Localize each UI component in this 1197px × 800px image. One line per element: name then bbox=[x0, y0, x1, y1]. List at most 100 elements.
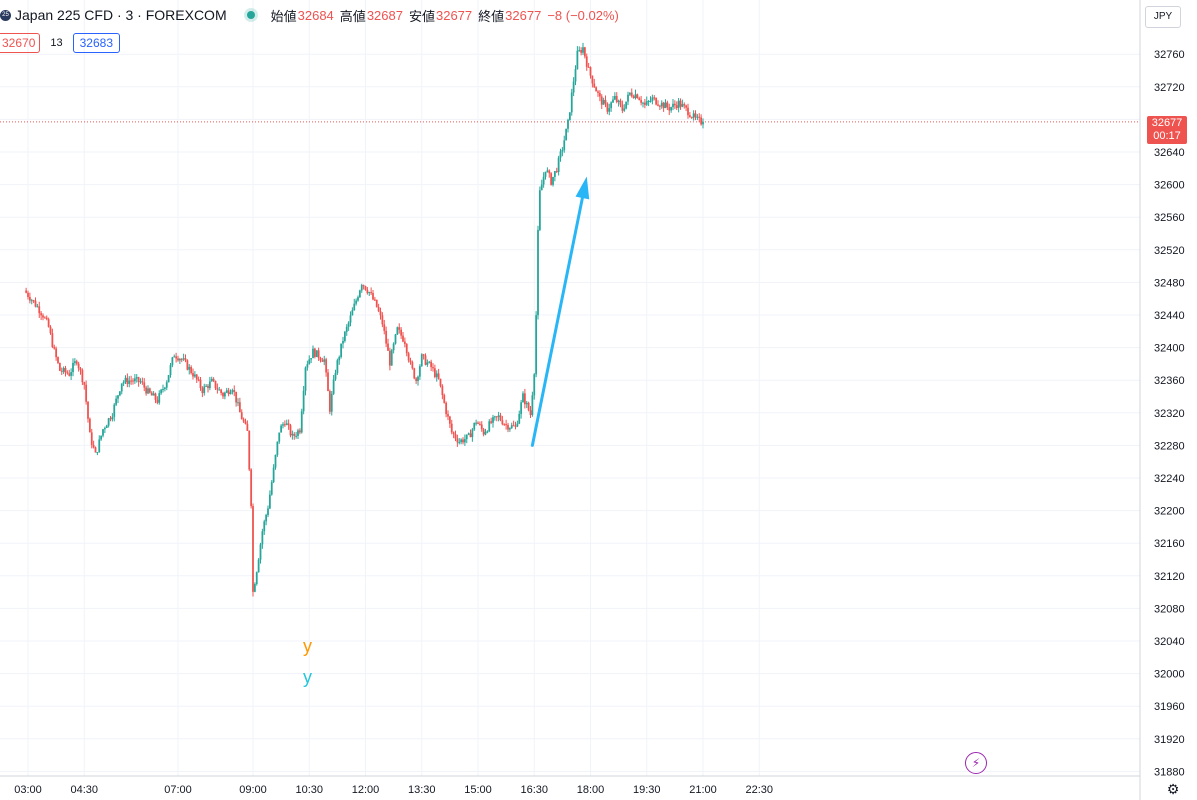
candle-body bbox=[700, 117, 703, 125]
y-tick-label: 32640 bbox=[1154, 147, 1185, 159]
candle-body bbox=[572, 81, 575, 93]
candle-body bbox=[300, 411, 303, 433]
sell-button[interactable]: 32670 bbox=[0, 33, 41, 53]
candle-body bbox=[512, 425, 515, 427]
candle-body bbox=[390, 350, 393, 366]
candle-body bbox=[668, 107, 671, 111]
candle-body bbox=[238, 402, 241, 413]
candle-body bbox=[615, 95, 618, 103]
candle-body bbox=[587, 66, 590, 68]
candle-body bbox=[261, 531, 264, 545]
candle-body bbox=[58, 362, 61, 371]
candle-body bbox=[493, 416, 496, 418]
candle-body bbox=[244, 421, 247, 424]
candle-body bbox=[274, 454, 277, 468]
candle-body bbox=[495, 416, 498, 418]
symbol-title[interactable]: Japan 225 CFD · 3 · FOREXCOM bbox=[15, 7, 227, 23]
candle-body bbox=[452, 432, 455, 435]
bar-countdown: 00:17 bbox=[1153, 130, 1181, 142]
candle-body bbox=[289, 425, 292, 436]
candle-body bbox=[107, 418, 110, 426]
candle-body bbox=[600, 96, 603, 105]
candle-body bbox=[420, 354, 423, 367]
currency-button[interactable]: JPY bbox=[1145, 6, 1181, 28]
candle-body bbox=[291, 433, 294, 436]
candle-body bbox=[403, 341, 406, 345]
candle-body bbox=[360, 285, 363, 291]
candle-body bbox=[325, 359, 328, 373]
lightning-icon[interactable]: ⚡ bbox=[965, 752, 987, 774]
candle-body bbox=[568, 112, 571, 120]
candle-body bbox=[229, 392, 232, 395]
candle-body bbox=[252, 506, 254, 592]
candle-body bbox=[163, 387, 166, 390]
candle-body bbox=[437, 373, 440, 379]
candle-body bbox=[235, 391, 238, 403]
x-tick-label: 12:00 bbox=[352, 784, 380, 796]
candle-body bbox=[477, 422, 479, 424]
candle-body bbox=[47, 319, 50, 327]
candle-body bbox=[368, 292, 371, 294]
candle-body bbox=[570, 92, 573, 113]
candle-body bbox=[488, 421, 491, 432]
candle-body bbox=[432, 367, 434, 369]
x-tick-label: 22:30 bbox=[745, 784, 773, 796]
candle-body bbox=[456, 438, 459, 443]
candle-body bbox=[308, 359, 311, 365]
candle-body bbox=[57, 357, 59, 363]
candle-body bbox=[627, 94, 629, 102]
candle-body bbox=[463, 439, 466, 443]
market-status-icon[interactable] bbox=[246, 11, 255, 19]
candle-body bbox=[162, 389, 164, 391]
candle-body bbox=[240, 412, 243, 420]
candle-body bbox=[540, 184, 543, 191]
candle-body bbox=[632, 96, 635, 99]
candle-body bbox=[450, 423, 453, 433]
candle-body bbox=[81, 370, 84, 383]
candle-body bbox=[315, 350, 318, 357]
event-marker-cyan[interactable]: y bbox=[303, 667, 312, 687]
candle-body bbox=[265, 514, 268, 522]
symbol-logo-icon: 25 bbox=[0, 9, 11, 21]
candle-body bbox=[636, 94, 639, 99]
candle-body bbox=[439, 378, 442, 386]
candle-body bbox=[122, 381, 125, 384]
candle-body bbox=[222, 393, 224, 397]
candle-body bbox=[100, 435, 103, 440]
candle-body bbox=[192, 373, 194, 377]
candle-body bbox=[173, 356, 176, 358]
axes bbox=[0, 0, 1141, 800]
candle-body bbox=[417, 376, 419, 382]
buy-button[interactable]: 32683 bbox=[72, 33, 120, 53]
candle-body bbox=[497, 415, 500, 417]
candle-body bbox=[169, 365, 172, 376]
y-tick-label: 32320 bbox=[1154, 408, 1185, 420]
y-tick-label: 32720 bbox=[1154, 82, 1185, 94]
arrow-head bbox=[575, 176, 590, 200]
candle-body bbox=[658, 105, 661, 107]
x-tick-label: 21:00 bbox=[689, 784, 717, 796]
candle-body bbox=[508, 428, 511, 430]
candle-body bbox=[379, 311, 382, 316]
candle-body bbox=[130, 380, 133, 382]
candle-body bbox=[302, 390, 305, 412]
candle-body bbox=[336, 360, 339, 374]
candle-body bbox=[295, 435, 298, 437]
settings-gear-icon[interactable]: ⚙ bbox=[1166, 781, 1180, 797]
candle-body bbox=[338, 356, 341, 361]
candle-body bbox=[132, 380, 134, 382]
candle-body bbox=[334, 373, 337, 380]
event-marker-orange[interactable]: y bbox=[303, 636, 312, 656]
candle-body bbox=[214, 380, 217, 389]
candle-body bbox=[544, 171, 547, 177]
candle-body bbox=[171, 357, 174, 366]
arrow-annotation[interactable] bbox=[530, 176, 590, 447]
candle-body bbox=[538, 190, 541, 230]
candle-body bbox=[473, 422, 476, 430]
candle-body bbox=[259, 544, 262, 560]
candle-body bbox=[32, 300, 35, 302]
candle-body bbox=[358, 290, 361, 298]
y-tick-label: 31960 bbox=[1154, 701, 1185, 713]
candle-body bbox=[690, 117, 693, 119]
